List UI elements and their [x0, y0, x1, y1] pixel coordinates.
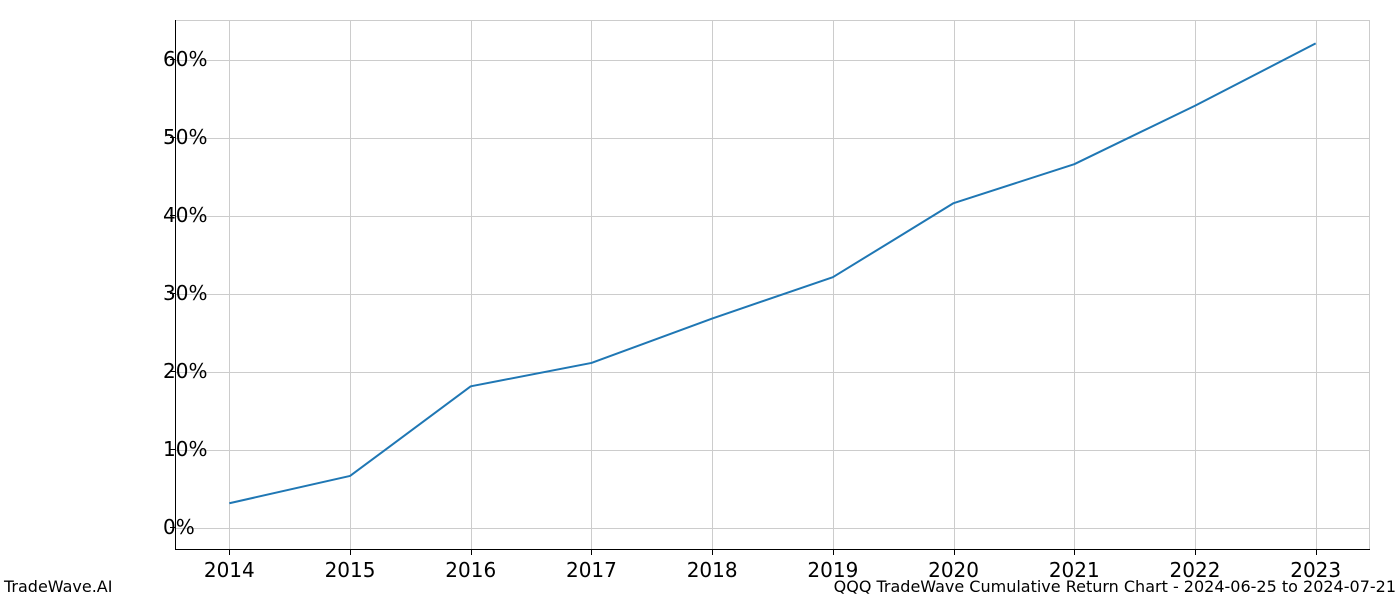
footer-brand: TradeWave.AI [4, 577, 112, 596]
x-tick-label: 2017 [566, 558, 617, 582]
x-tick [350, 550, 351, 555]
x-tick [954, 550, 955, 555]
x-tick [712, 550, 713, 555]
chart-plot-area: 2014201520162017201820192020202120222023… [175, 20, 1370, 550]
x-tick [471, 550, 472, 555]
x-tick [229, 550, 230, 555]
x-tick [1195, 550, 1196, 555]
x-tick-label: 2018 [687, 558, 738, 582]
footer-caption: QQQ TradeWave Cumulative Return Chart - … [834, 577, 1396, 596]
return-line [229, 43, 1315, 503]
line-series [175, 20, 1370, 550]
x-tick [1316, 550, 1317, 555]
x-tick-label: 2016 [445, 558, 496, 582]
x-tick [1074, 550, 1075, 555]
x-tick [833, 550, 834, 555]
x-tick-label: 2014 [204, 558, 255, 582]
x-tick-label: 2015 [325, 558, 376, 582]
x-tick [591, 550, 592, 555]
x-axis-spine [175, 549, 1370, 550]
